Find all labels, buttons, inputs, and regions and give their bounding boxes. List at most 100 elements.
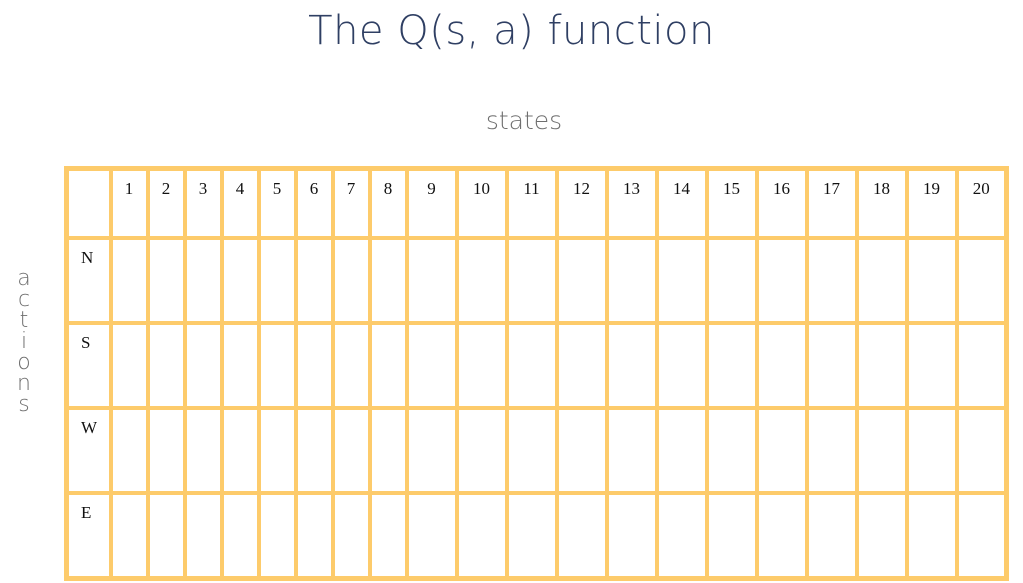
q-cell-N-4: [219, 236, 261, 325]
q-cell-S-11: [504, 321, 559, 410]
q-cell-W-13: [604, 406, 659, 495]
actions-axis-label-letter: o: [17, 350, 31, 375]
q-cell-E-14: [654, 491, 709, 581]
q-cell-S-13: [604, 321, 659, 410]
q-cell-N-5: [256, 236, 298, 325]
q-cell-S-3: [182, 321, 224, 410]
q-cell-E-10: [454, 491, 509, 581]
q-cell-W-6: [293, 406, 335, 495]
q-cell-S-15: [704, 321, 759, 410]
corner-cell: [64, 166, 113, 240]
q-cell-W-18: [854, 406, 909, 495]
q-cell-E-20: [954, 491, 1009, 581]
action-row-N: N: [64, 236, 1009, 325]
action-label-S: S: [64, 321, 113, 410]
q-cell-N-17: [804, 236, 859, 325]
q-cell-E-8: [367, 491, 409, 581]
q-cell-N-14: [654, 236, 709, 325]
q-cell-W-10: [454, 406, 509, 495]
action-label-N: N: [64, 236, 113, 325]
action-row-E: E: [64, 491, 1009, 581]
q-cell-W-1: [108, 406, 150, 495]
actions-axis-label-letter: n: [17, 371, 31, 396]
q-cell-S-17: [804, 321, 859, 410]
diagram-title: The Q(s, a) function: [308, 8, 715, 54]
q-cell-E-11: [504, 491, 559, 581]
q-cell-W-11: [504, 406, 559, 495]
actions-axis-label-letter: a: [17, 266, 31, 291]
q-cell-W-3: [182, 406, 224, 495]
q-cell-N-6: [293, 236, 335, 325]
state-header-10: 10: [454, 166, 509, 240]
state-header-3: 3: [182, 166, 224, 240]
q-cell-E-4: [219, 491, 261, 581]
q-cell-W-2: [145, 406, 187, 495]
state-header-18: 18: [854, 166, 909, 240]
q-cell-W-17: [804, 406, 859, 495]
q-cell-E-16: [754, 491, 809, 581]
q-cell-S-8: [367, 321, 409, 410]
q-cell-S-18: [854, 321, 909, 410]
q-cell-N-19: [904, 236, 959, 325]
state-header-6: 6: [293, 166, 335, 240]
q-cell-E-9: [404, 491, 459, 581]
q-cell-N-13: [604, 236, 659, 325]
q-cell-S-5: [256, 321, 298, 410]
state-header-17: 17: [804, 166, 859, 240]
q-cell-W-7: [330, 406, 372, 495]
q-cell-S-19: [904, 321, 959, 410]
q-cell-E-6: [293, 491, 335, 581]
q-cell-N-10: [454, 236, 509, 325]
q-cell-N-2: [145, 236, 187, 325]
action-row-W: W: [64, 406, 1009, 495]
state-header-2: 2: [145, 166, 187, 240]
actions-axis-label-letter: i: [20, 329, 28, 354]
state-header-13: 13: [604, 166, 659, 240]
q-cell-N-15: [704, 236, 759, 325]
state-header-20: 20: [954, 166, 1009, 240]
actions-axis-label-letter: c: [17, 287, 31, 312]
state-header-9: 9: [404, 166, 459, 240]
state-header-15: 15: [704, 166, 759, 240]
state-header-7: 7: [330, 166, 372, 240]
state-header-8: 8: [367, 166, 409, 240]
states-axis-label: states: [485, 106, 563, 135]
action-label-W: W: [64, 406, 113, 495]
state-header-12: 12: [554, 166, 609, 240]
states-header-row: 1 2 3 4 5 6 7 8 9 10 11 12 13 14 15 16 17 18 19 20: [64, 166, 1009, 240]
state-header-4: 4: [219, 166, 261, 240]
q-cell-E-5: [256, 491, 298, 581]
q-cell-W-20: [954, 406, 1009, 495]
q-cell-W-9: [404, 406, 459, 495]
q-table: 1 2 3 4 5 6 7 8 9 10 11 12 13 14 15 16 17 18 19 20 N S W E: [64, 166, 1009, 581]
q-cell-W-5: [256, 406, 298, 495]
q-cell-W-12: [554, 406, 609, 495]
q-cell-N-7: [330, 236, 372, 325]
q-cell-S-12: [554, 321, 609, 410]
q-cell-E-1: [108, 491, 150, 581]
q-cell-E-12: [554, 491, 609, 581]
q-cell-W-4: [219, 406, 261, 495]
q-cell-S-16: [754, 321, 809, 410]
q-cell-E-18: [854, 491, 909, 581]
action-row-S: S: [64, 321, 1009, 410]
q-cell-S-4: [219, 321, 261, 410]
q-cell-N-18: [854, 236, 909, 325]
state-header-16: 16: [754, 166, 809, 240]
q-cell-E-13: [604, 491, 659, 581]
q-cell-S-9: [404, 321, 459, 410]
q-cell-S-14: [654, 321, 709, 410]
q-cell-E-19: [904, 491, 959, 581]
actions-axis-label-letter: s: [18, 392, 30, 417]
state-header-14: 14: [654, 166, 709, 240]
q-cell-N-20: [954, 236, 1009, 325]
q-cell-E-2: [145, 491, 187, 581]
q-cell-W-19: [904, 406, 959, 495]
q-cell-S-1: [108, 321, 150, 410]
q-cell-E-7: [330, 491, 372, 581]
state-header-19: 19: [904, 166, 959, 240]
q-cell-S-20: [954, 321, 1009, 410]
q-cell-S-7: [330, 321, 372, 410]
q-cell-S-6: [293, 321, 335, 410]
